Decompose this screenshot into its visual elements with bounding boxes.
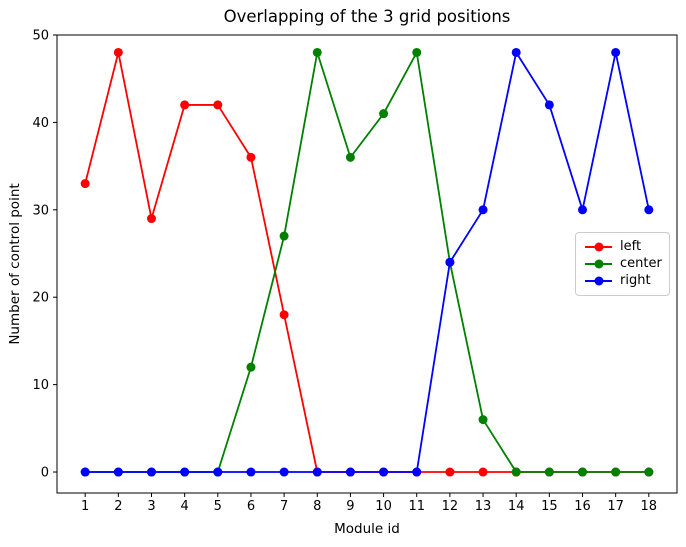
axes-frame [56, 34, 678, 494]
series-point-center-10 [379, 109, 389, 119]
series-line-center [85, 51, 649, 473]
x-tick-label-8: 8 [313, 499, 321, 514]
x-tick-label-6: 6 [247, 499, 255, 514]
series-point-right-8 [312, 467, 322, 477]
series-point-right-12 [445, 257, 455, 267]
legend-label-right: right [620, 273, 651, 288]
series-point-center-18 [644, 467, 654, 477]
y-tick-label-30: 30 [32, 203, 49, 218]
x-tick-label-9: 9 [346, 499, 354, 514]
legend: left center right [575, 232, 670, 296]
series-point-center-9 [345, 152, 355, 162]
x-tick-label-4: 4 [181, 499, 189, 514]
x-tick-label-10: 10 [375, 499, 392, 514]
legend-marker-left-icon [585, 242, 612, 253]
series-point-right-18 [644, 205, 654, 215]
series-line-right [85, 51, 650, 473]
legend-item-left: left [585, 239, 661, 255]
series-point-right-16 [578, 205, 588, 215]
series-point-left-13 [478, 467, 488, 477]
series-point-left-7 [279, 310, 289, 320]
x-tick-label-15: 15 [541, 499, 558, 514]
series-point-right-6 [246, 467, 256, 477]
y-tick-label-10: 10 [32, 378, 49, 393]
x-tick-label-5: 5 [214, 499, 222, 514]
series-point-center-11 [412, 47, 422, 57]
series-point-center-15 [544, 467, 554, 477]
series-line-left [84, 51, 649, 473]
x-tick-label-1: 1 [81, 499, 89, 514]
series-point-right-5 [213, 467, 223, 477]
y-tick-label-50: 50 [32, 29, 49, 44]
series-point-right-17 [611, 47, 621, 57]
series-point-right-15 [544, 100, 554, 110]
x-tick-label-12: 12 [442, 499, 459, 514]
series-point-center-17 [611, 467, 621, 477]
series-point-right-7 [279, 467, 289, 477]
series-point-right-11 [412, 467, 422, 477]
x-tick-label-13: 13 [475, 499, 492, 514]
series-point-right-9 [345, 467, 355, 477]
x-tick-label-18: 18 [641, 499, 658, 514]
series-point-left-5 [213, 100, 223, 110]
legend-marker-center-icon [585, 259, 612, 270]
series-point-center-6 [246, 362, 256, 372]
series-point-left-2 [113, 47, 123, 57]
series-point-left-3 [146, 214, 156, 224]
series-point-center-16 [578, 467, 588, 477]
y-tick-label-0: 0 [41, 466, 49, 481]
x-tick-label-7: 7 [280, 499, 288, 514]
series-point-right-14 [511, 47, 521, 57]
series-point-right-2 [113, 467, 123, 477]
series-point-left-4 [180, 100, 190, 110]
series-point-left-6 [246, 152, 256, 162]
series-point-right-13 [478, 205, 488, 215]
series-point-center-8 [312, 47, 322, 57]
series-point-center-14 [511, 467, 521, 477]
legend-label-left: left [620, 239, 642, 254]
series-point-left-12 [445, 467, 455, 477]
legend-label-center: center [620, 256, 662, 271]
y-axis-label: Number of control point [7, 183, 23, 345]
series-point-right-1 [80, 467, 90, 477]
x-tick-label-3: 3 [147, 499, 155, 514]
x-tick-label-17: 17 [607, 499, 624, 514]
x-axis-label: Module id [334, 521, 400, 537]
x-tick-label-2: 2 [114, 499, 122, 514]
x-tick-label-16: 16 [574, 499, 591, 514]
legend-item-center: center [585, 256, 662, 272]
legend-item-right: right [585, 273, 661, 289]
x-tick-label-11: 11 [408, 499, 425, 514]
chart-title: Overlapping of the 3 grid positions [223, 7, 511, 26]
series-point-left-1 [80, 179, 90, 189]
series-point-center-13 [478, 415, 488, 425]
series-point-right-4 [180, 467, 190, 477]
series-point-center-7 [279, 231, 289, 241]
y-tick-label-40: 40 [32, 116, 49, 131]
x-tick-label-14: 14 [508, 499, 525, 514]
series-point-right-3 [146, 467, 156, 477]
y-tick-label-20: 20 [32, 291, 49, 306]
series-point-right-10 [379, 467, 389, 477]
legend-marker-right-icon [585, 276, 612, 287]
